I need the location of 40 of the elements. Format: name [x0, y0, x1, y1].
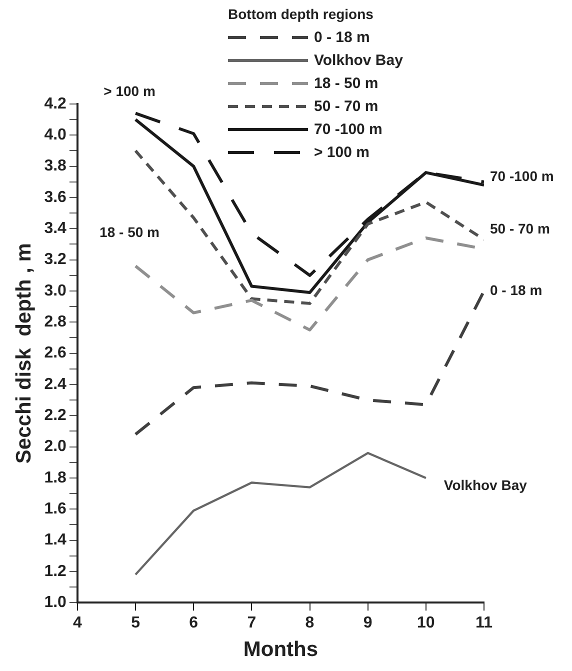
- x-tick-label: 11: [476, 614, 493, 632]
- y-tick-label: 3.8: [44, 158, 67, 175]
- x-tick-label: 8: [305, 614, 314, 632]
- y-tick-label: 4.2: [44, 95, 67, 112]
- legend-label: 18 - 50 m: [314, 75, 378, 92]
- y-tick-label: 1.0: [44, 594, 67, 612]
- y-tick-label: 1.6: [44, 500, 67, 518]
- x-tick-label: 4: [72, 614, 82, 632]
- y-tick-label: 3.0: [44, 282, 67, 300]
- y-tick-label: 2.6: [44, 344, 67, 362]
- series-label: Volkhov Bay: [444, 476, 528, 493]
- y-tick-label: 1.8: [44, 469, 67, 486]
- y-axis-title: Secchi disk depth , m: [12, 243, 36, 464]
- text: > 100 m: [104, 83, 156, 100]
- y-tick-label: 2.8: [44, 314, 67, 331]
- x-tick-label: 10: [417, 614, 435, 632]
- text: 50 - 70 m: [490, 220, 550, 236]
- legend-label: 50 - 70 m: [314, 98, 378, 115]
- y-tick-label: 3.4: [44, 220, 67, 238]
- y-tick-label: 2.0: [44, 438, 67, 456]
- text: 0 - 18 m: [490, 282, 542, 298]
- text: 70 -100 m: [314, 121, 382, 138]
- y-tick-label: 1.4: [44, 532, 67, 549]
- legend-title: Bottom depth regions: [228, 6, 374, 22]
- text: 18 - 50 m: [100, 224, 160, 240]
- legend-label: > 100 m: [314, 144, 370, 161]
- x-axis-title: Months: [243, 638, 318, 662]
- y-tick-label: 1.2: [44, 562, 67, 580]
- text: Volkhov Bay: [314, 52, 403, 69]
- y-tick-label: 4.0: [44, 126, 67, 144]
- x-tick-label: 5: [131, 614, 140, 632]
- y-tick-label: 3.6: [44, 188, 67, 206]
- y-tick-label: 3.2: [44, 251, 67, 268]
- y-tick-label: 2.4: [44, 376, 67, 393]
- y-tick-label: 2.2: [44, 407, 67, 424]
- x-tick-label: 7: [247, 614, 256, 632]
- series-label: 70 -100 m: [490, 168, 554, 184]
- x-tick-label: 9: [363, 614, 372, 632]
- x-tick-label: 6: [189, 614, 198, 632]
- legend-label: 0 - 18 m: [314, 29, 370, 46]
